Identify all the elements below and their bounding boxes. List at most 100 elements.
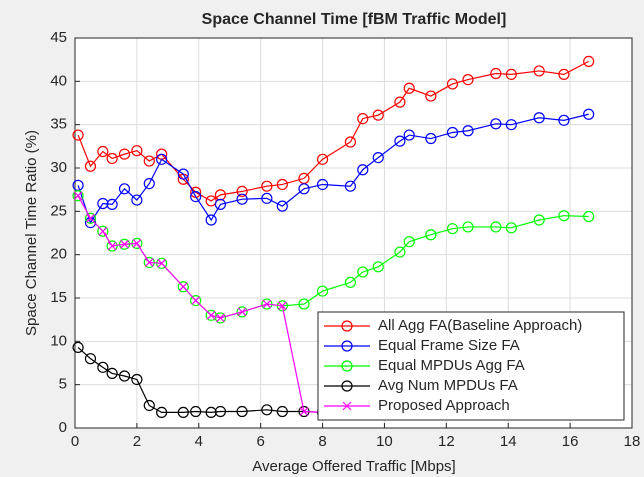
data-point (276, 178, 288, 191)
data-point (505, 222, 517, 234)
y-tick-label: 10 (50, 332, 67, 349)
x-tick-label: 16 (562, 433, 579, 450)
legend-label: Avg Num MPDUs FA (378, 377, 518, 394)
data-point (394, 96, 406, 108)
x-axis-label: Average Offered Traffic [Mbps] (252, 458, 455, 475)
data-point (261, 192, 273, 204)
data-point (357, 164, 369, 176)
data-point (106, 240, 118, 252)
data-point (490, 118, 502, 130)
data-point (372, 152, 384, 164)
data-point (236, 306, 248, 318)
data-point (236, 193, 248, 205)
data-point (403, 129, 415, 141)
y-tick-label: 40 (50, 72, 67, 89)
data-point (190, 295, 202, 307)
y-tick-label: 35 (50, 116, 67, 133)
data-point (72, 129, 84, 141)
data-point (205, 406, 217, 418)
data-point (372, 109, 384, 121)
data-point (403, 236, 415, 248)
data-point (446, 78, 459, 90)
data-point (120, 239, 129, 249)
data-point (72, 341, 84, 353)
data-point (84, 160, 97, 172)
data-point (276, 405, 288, 418)
data-point (357, 266, 369, 278)
data-point (394, 135, 406, 147)
data-point (316, 285, 329, 297)
y-tick-label: 45 (50, 29, 67, 46)
data-point (98, 226, 108, 236)
data-point (86, 213, 95, 223)
data-point (316, 153, 329, 165)
x-tick-label: 8 (318, 433, 326, 450)
data-point (236, 405, 248, 418)
y-tick-label: 20 (50, 246, 67, 263)
legend-marker (342, 401, 352, 411)
axes-box (74, 37, 633, 429)
data-point (144, 258, 154, 267)
data-point (131, 145, 143, 157)
data-point (403, 82, 415, 94)
legend-label: Equal MPDUs Agg FA (378, 357, 525, 374)
x-tick-label: 6 (256, 433, 264, 450)
data-point (191, 296, 201, 306)
data-point (97, 361, 109, 373)
data-point (446, 223, 459, 235)
data-point (344, 276, 357, 288)
data-point (490, 67, 502, 80)
data-point (190, 191, 202, 203)
data-point (425, 229, 437, 241)
data-point (276, 200, 288, 212)
data-point (97, 145, 109, 158)
y-axis-label: Space Channel Time Ratio (%) (23, 130, 40, 336)
data-point (107, 241, 117, 251)
data-point (583, 108, 595, 120)
data-point (533, 214, 545, 226)
data-point (216, 313, 225, 323)
data-point (462, 73, 474, 86)
legend-marker (341, 380, 353, 392)
data-point (262, 299, 272, 309)
legend-marker (341, 360, 353, 372)
data-point (316, 178, 329, 191)
data-point (298, 298, 310, 310)
data-point (132, 238, 142, 248)
y-tick-label: 0 (59, 419, 67, 436)
x-tick-label: 12 (438, 433, 455, 450)
data-point (131, 373, 143, 386)
data-point (206, 310, 216, 320)
x-tick-label: 0 (71, 433, 79, 450)
data-point (425, 90, 437, 102)
legend-label: All Agg FA(Baseline Approach) (378, 317, 582, 334)
data-point (446, 126, 459, 139)
data-point (72, 190, 84, 202)
data-point (425, 132, 437, 145)
data-point (583, 210, 595, 223)
data-point (214, 198, 227, 210)
data-point (261, 404, 273, 416)
data-point (344, 136, 357, 148)
data-point (558, 114, 570, 126)
data-point (118, 183, 131, 195)
data-point (97, 197, 109, 210)
data-point (533, 65, 545, 77)
x-tick-label: 2 (133, 433, 141, 450)
data-point (106, 198, 118, 210)
x-tick-label: 14 (500, 433, 517, 450)
data-point (558, 210, 570, 222)
x-tick-label: 18 (624, 433, 641, 450)
data-point (177, 281, 189, 293)
y-tick-label: 5 (59, 376, 67, 393)
legend-marker (341, 320, 353, 332)
data-point (106, 367, 118, 379)
x-tick-label: 10 (376, 433, 393, 450)
legend-marker (341, 340, 353, 352)
data-point (462, 125, 474, 137)
data-point (156, 153, 168, 165)
data-point (490, 221, 502, 233)
data-point (97, 225, 109, 237)
data-point (394, 246, 406, 258)
